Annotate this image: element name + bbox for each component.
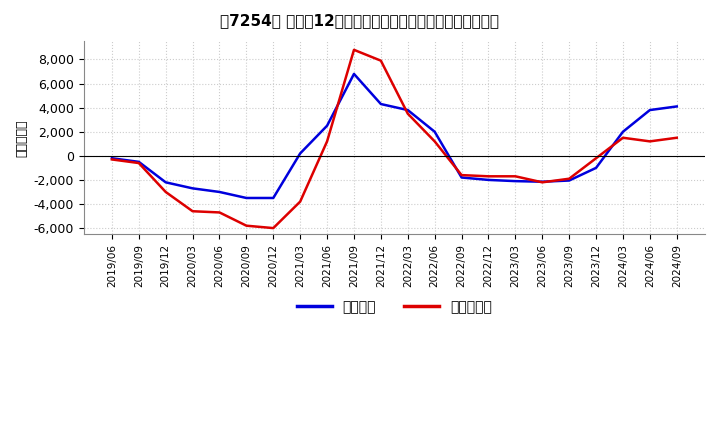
当期純利益 [323,139,331,144]
経常利益 [269,195,278,201]
経常利益 [592,165,600,171]
経常利益 [135,159,143,165]
Y-axis label: （百万円）: （百万円） [15,119,28,157]
経常利益 [457,175,466,180]
経常利益 [431,129,439,134]
当期純利益 [538,180,546,185]
経常利益 [511,179,520,184]
当期純利益 [188,209,197,214]
経常利益 [538,179,546,184]
経常利益 [323,123,331,128]
当期純利益 [107,157,116,162]
当期純利益 [646,139,654,144]
経常利益 [403,107,412,113]
当期純利益 [457,172,466,178]
経常利益 [484,177,492,183]
当期純利益 [618,135,627,140]
経常利益 [242,195,251,201]
経常利益 [350,71,359,77]
経常利益 [161,180,170,185]
当期純利益 [296,199,305,204]
当期純利益 [511,174,520,179]
当期純利益 [350,47,359,52]
当期純利益 [431,139,439,144]
経常利益 [107,156,116,161]
Text: ［7254］ 利益の12か月移動合計の対前年同期増減額の推移: ［7254］ 利益の12か月移動合計の対前年同期増減額の推移 [220,13,500,28]
当期純利益 [161,189,170,194]
当期純利益 [269,225,278,231]
当期純利益 [377,58,385,63]
当期純利益 [135,161,143,166]
当期純利益 [672,135,681,140]
経常利益 [618,129,627,134]
経常利益 [377,101,385,106]
経常利益 [672,104,681,109]
Line: 経常利益: 経常利益 [112,74,677,198]
経常利益 [188,186,197,191]
Legend: 経常利益, 当期純利益: 経常利益, 当期純利益 [292,294,498,320]
当期純利益 [242,223,251,228]
当期純利益 [592,156,600,161]
当期純利益 [215,210,224,215]
Line: 当期純利益: 当期純利益 [112,50,677,228]
当期純利益 [484,174,492,179]
経常利益 [215,189,224,194]
当期純利益 [403,111,412,116]
経常利益 [646,107,654,113]
当期純利益 [565,176,574,181]
経常利益 [565,178,574,183]
経常利益 [296,151,305,156]
